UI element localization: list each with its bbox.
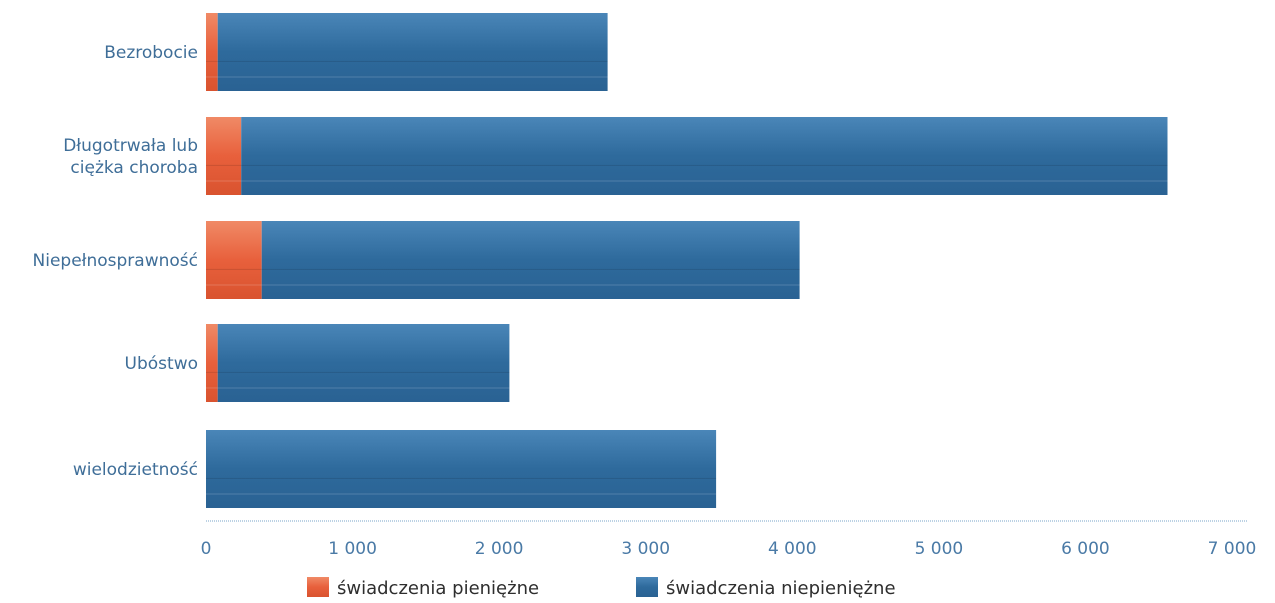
bar-segment-cash-1 <box>206 117 242 195</box>
x-tick-label-7000: 7 000 <box>1208 539 1257 559</box>
x-tick-label-5000: 5 000 <box>915 539 964 559</box>
category-label-2: Niepełnosprawność <box>33 251 199 271</box>
bar-segment-noncash-3 <box>217 324 510 402</box>
legend-label-noncash: świadczenia niepieniężne <box>666 578 896 599</box>
x-tick-label-0: 0 <box>201 539 212 559</box>
x-tick-label-4000: 4 000 <box>768 539 817 559</box>
category-label-3: Ubóstwo <box>125 354 198 374</box>
bars-group <box>206 13 1168 508</box>
x-tick-labels: 0 1 000 2 000 3 000 4 000 5 000 6 000 7 000 <box>201 539 1257 559</box>
bar-segment-noncash-4 <box>206 430 717 508</box>
x-tick-label-3000: 3 000 <box>621 539 670 559</box>
bar-segment-noncash-1 <box>241 117 1168 195</box>
bar-segment-noncash-2 <box>261 221 800 299</box>
bar-segment-cash-0 <box>206 13 218 91</box>
legend: świadczenia pieniężne świadczenia niepien… <box>307 577 896 599</box>
x-tick-label-6000: 6 000 <box>1061 539 1110 559</box>
category-label-4: wielodzietność <box>73 460 198 480</box>
legend-label-cash: świadczenia pieniężne <box>337 578 539 599</box>
legend-swatch-cash <box>307 577 329 597</box>
x-tick-label-1000: 1 000 <box>328 539 377 559</box>
x-tick-label-2000: 2 000 <box>475 539 524 559</box>
category-label-0: Bezrobocie <box>104 43 198 63</box>
legend-swatch-noncash <box>636 577 658 597</box>
bar-segment-noncash-0 <box>217 13 608 91</box>
category-label-1-line-0: Długotrwała lub <box>63 136 198 156</box>
bar-segment-cash-3 <box>206 324 218 402</box>
category-label-1-line-1: ciężka choroba <box>70 158 198 178</box>
bar-segment-cash-2 <box>206 221 262 299</box>
